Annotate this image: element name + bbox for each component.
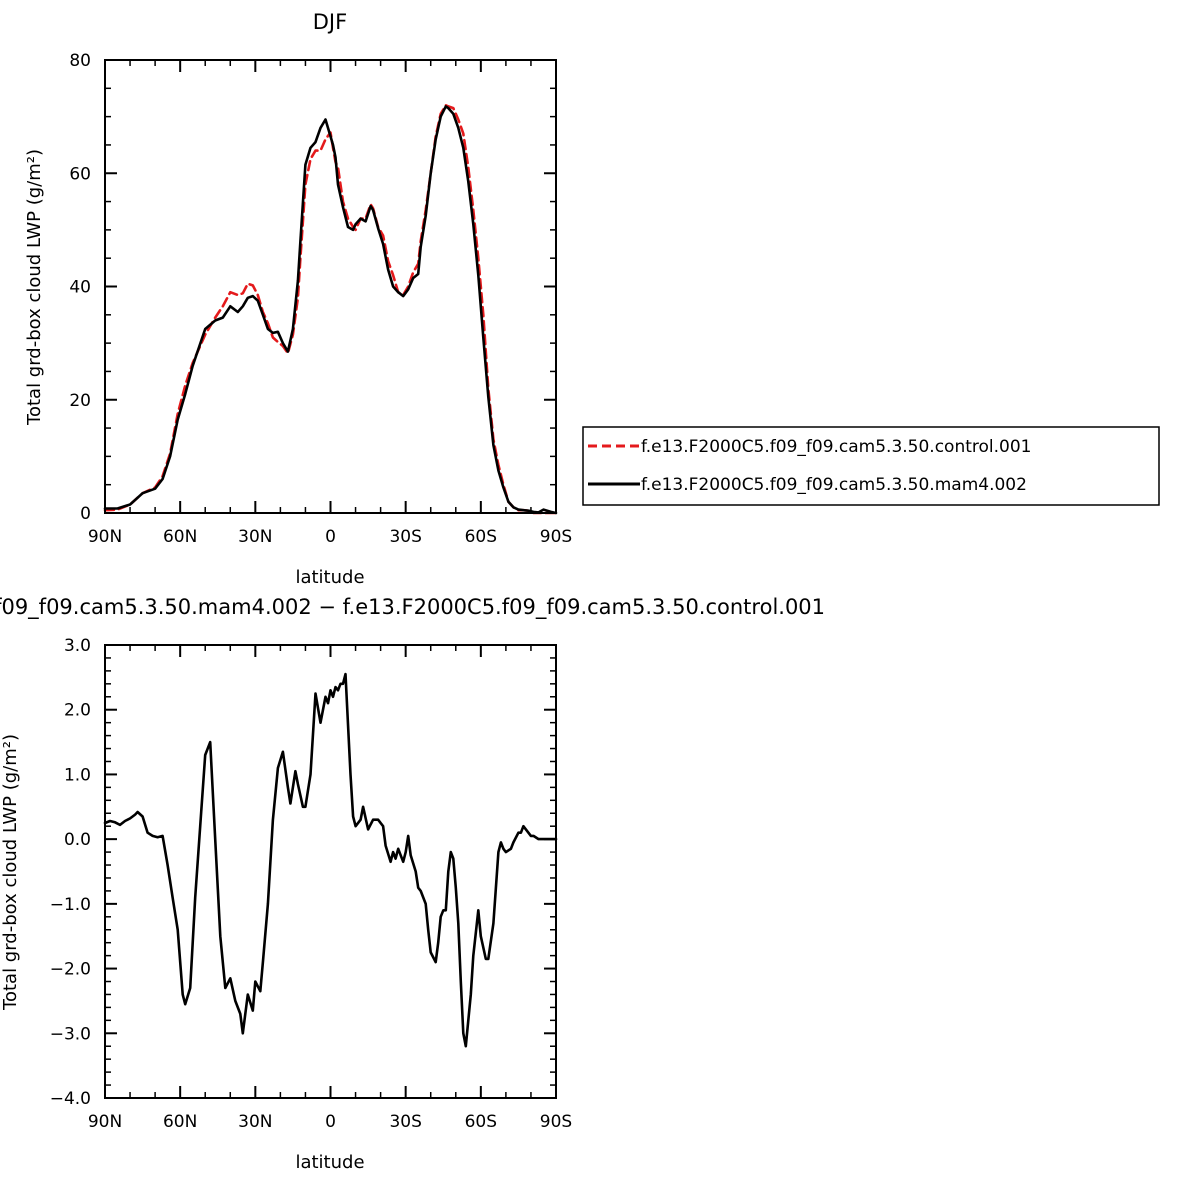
top-x-tick-label: 30S: [389, 527, 421, 547]
top-y-tick-label: 0: [80, 504, 91, 524]
bottom-x-axis-title: latitude: [295, 1152, 364, 1173]
top-x-axis-title: latitude: [295, 567, 364, 588]
top-plot-ticks: 90N 60N 30N 0 30S 60S 90S 0 20 40 60 80: [69, 51, 572, 547]
top-series-line-0: [103, 104, 558, 515]
bottom-plot-ticks: 90N 60N 30N 0 30S 60S 90S −4.0 −3.0 −2.0 −1.0 0.0 1.…: [50, 636, 573, 1132]
top-x-tick-label: 0: [325, 527, 336, 547]
legend-label-control: f.e13.F2000C5.f09_f09.cam5.3.50.control.…: [641, 437, 1032, 457]
bottom-plot-frame: [104, 644, 557, 1099]
bottom-x-tick-label: 30S: [389, 1112, 421, 1132]
top-y-tick-label: 60: [69, 164, 91, 184]
bottom-panel: f.e13.F2000C5.f09_f09.cam5.3.50.mam4.002…: [0, 595, 825, 1173]
bottom-y-tick-label: −3.0: [50, 1024, 91, 1044]
bottom-x-tick-label: 0: [325, 1112, 336, 1132]
bottom-x-tick-label: 60N: [163, 1112, 197, 1132]
bottom-y-tick-label: 0.0: [64, 830, 91, 850]
top-plot-series: [103, 104, 558, 515]
bottom-y-tick-label: 2.0: [64, 701, 91, 721]
top-x-tick-label: 90S: [540, 527, 572, 547]
top-y-tick-label: 80: [69, 51, 91, 71]
bottom-y-tick-label: 1.0: [64, 765, 91, 785]
legend-label-mam4: f.e13.F2000C5.f09_f09.cam5.3.50.mam4.002: [641, 475, 1027, 495]
bottom-x-tick-label: 30N: [238, 1112, 272, 1132]
bottom-y-tick-label: −2.0: [50, 960, 91, 980]
top-y-axis-title: Total grd-box cloud LWP (g/m²): [24, 149, 45, 426]
top-x-tick-label: 60S: [465, 527, 497, 547]
bottom-plot-title: f.e13.F2000C5.f09_f09.cam5.3.50.mam4.002…: [0, 595, 825, 620]
top-panel: DJF 90N 60N 30N 0 30S 60S 90S 0 20 40 60 80 latitud…: [24, 10, 572, 588]
bottom-y-tick-label: 3.0: [64, 636, 91, 656]
bottom-x-tick-label: 60S: [465, 1112, 497, 1132]
top-x-tick-label: 60N: [163, 527, 197, 547]
bottom-y-tick-label: −4.0: [50, 1089, 91, 1109]
bottom-x-tick-label: 90N: [88, 1112, 122, 1132]
bottom-plot-series: [103, 672, 558, 1048]
top-x-tick-label: 90N: [88, 527, 122, 547]
top-x-tick-label: 30N: [238, 527, 272, 547]
top-y-tick-label: 40: [69, 278, 91, 298]
bottom-x-tick-label: 90S: [540, 1112, 572, 1132]
top-y-tick-label: 20: [69, 391, 91, 411]
top-plot-title: DJF: [313, 10, 347, 34]
top-series-line-1: [103, 105, 558, 515]
bottom-y-tick-label: −1.0: [50, 895, 91, 915]
legend-box: [582, 426, 1160, 506]
bottom-y-axis-title: Total grd-box cloud LWP (g/m²): [0, 734, 21, 1011]
bottom-series-line-0: [103, 672, 558, 1048]
legend: f.e13.F2000C5.f09_f09.cam5.3.50.control.…: [582, 426, 1160, 506]
